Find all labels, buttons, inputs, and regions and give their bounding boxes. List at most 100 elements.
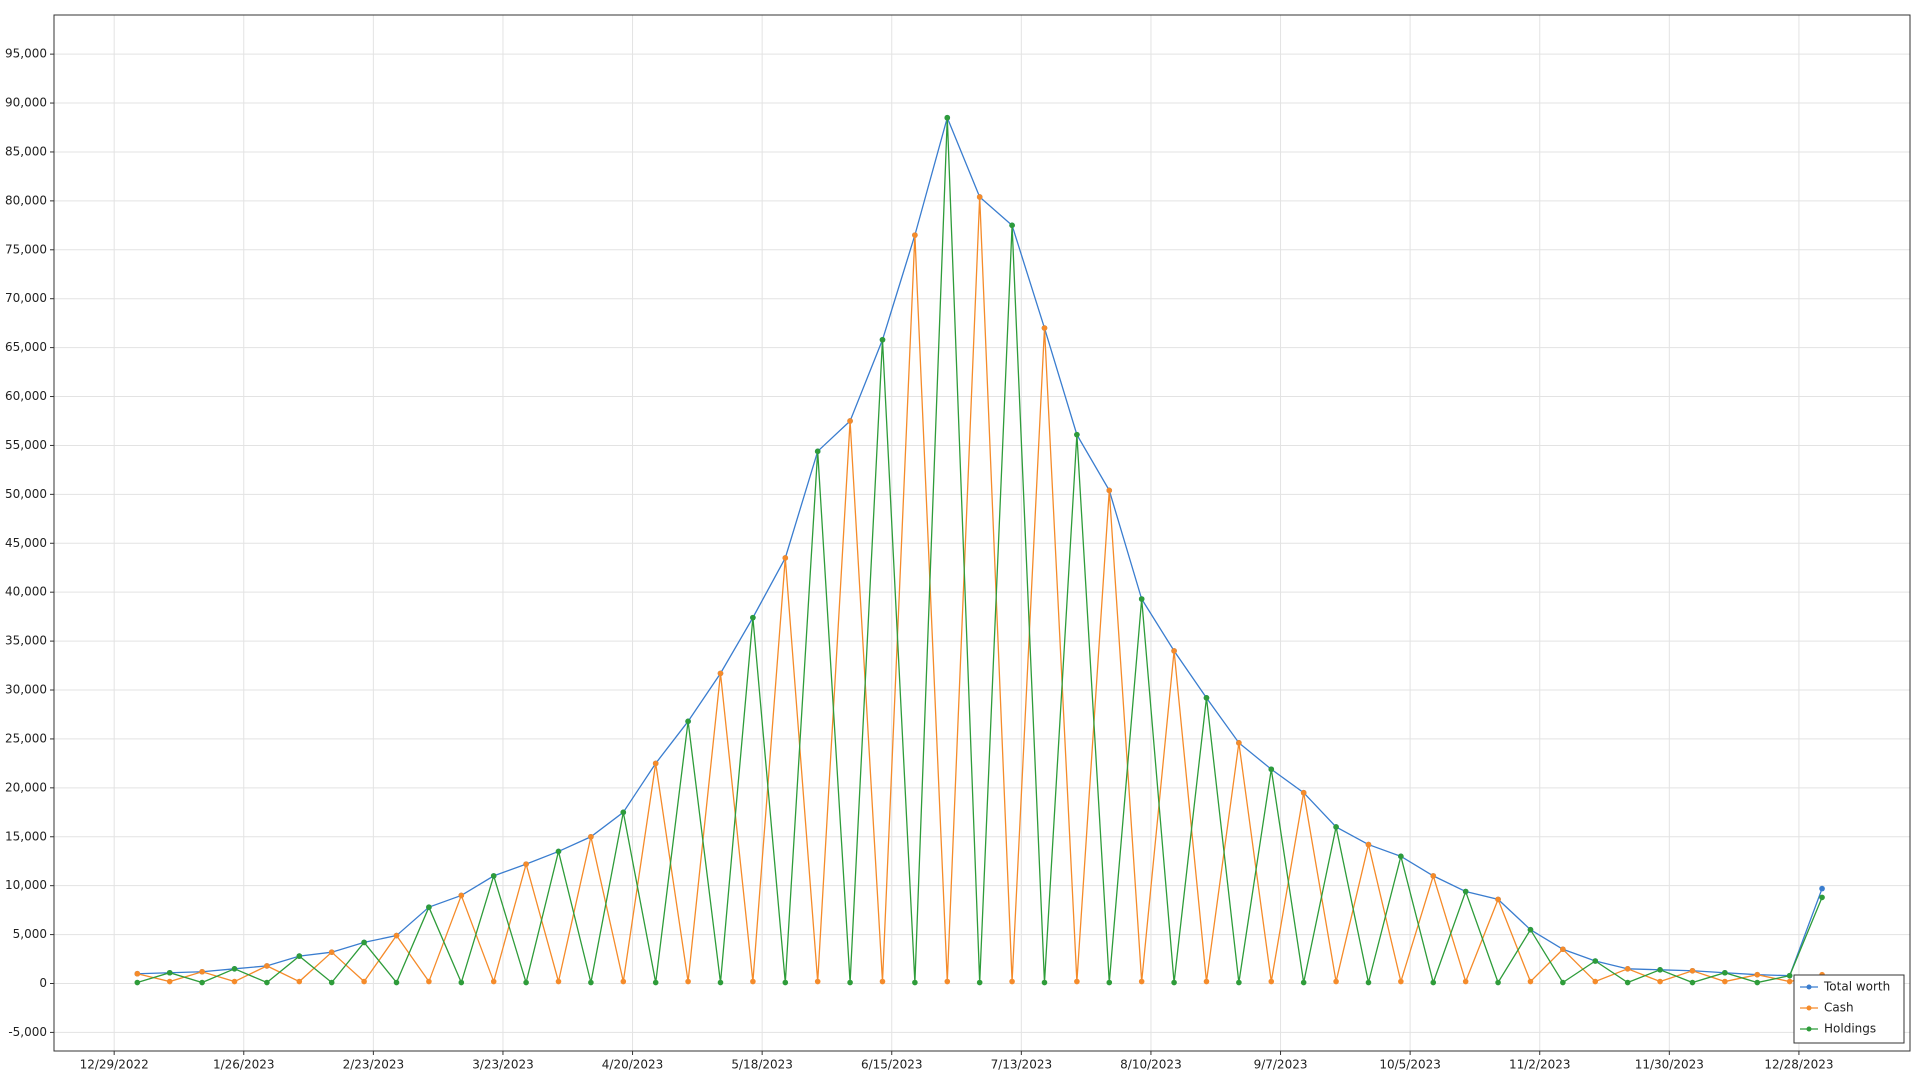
data-point <box>976 194 983 200</box>
legend-marker <box>1806 1005 1812 1011</box>
data-point <box>717 670 724 677</box>
data-point <box>264 963 270 969</box>
data-point <box>782 555 789 561</box>
x-tick-label: 9/7/2023 <box>1254 1058 1308 1072</box>
data-point <box>328 949 335 955</box>
x-tick-label: 11/30/2023 <box>1635 1058 1704 1072</box>
data-point <box>1300 789 1307 796</box>
y-tick-label: 25,000 <box>5 731 47 745</box>
data-point <box>814 978 821 985</box>
y-tick-label: 75,000 <box>5 242 47 256</box>
x-tick-label: 11/2/2023 <box>1509 1058 1571 1072</box>
data-point <box>523 861 529 867</box>
y-tick-label: 45,000 <box>5 536 47 550</box>
data-point <box>1430 873 1437 879</box>
x-tick-label: 6/15/2023 <box>861 1058 923 1072</box>
legend-marker <box>1806 984 1812 990</box>
y-tick-label: 40,000 <box>5 585 47 599</box>
y-tick-label: 15,000 <box>5 829 47 843</box>
data-point <box>361 939 367 946</box>
y-tick-label: 10,000 <box>5 878 47 892</box>
data-point <box>944 978 951 985</box>
data-point <box>1138 596 1145 602</box>
data-point <box>1462 978 1469 985</box>
data-point <box>912 979 918 986</box>
legend-label: Holdings <box>1824 1022 1876 1036</box>
data-point <box>296 978 303 985</box>
y-tick-label: 35,000 <box>5 634 47 648</box>
data-point <box>588 979 594 986</box>
data-point <box>620 978 627 985</box>
data-point <box>588 833 594 840</box>
data-point <box>1398 853 1404 860</box>
data-point <box>1624 966 1631 972</box>
data-point <box>1365 979 1372 986</box>
legend-box <box>1793 974 1905 1044</box>
data-point <box>976 979 983 986</box>
data-point <box>620 809 627 816</box>
data-point <box>1074 978 1080 985</box>
data-point <box>458 979 465 986</box>
data-point <box>1398 978 1404 985</box>
x-tick-label: 5/18/2023 <box>731 1058 793 1072</box>
x-tick-label: 12/29/2022 <box>80 1058 149 1072</box>
data-point <box>1819 885 1825 892</box>
data-point <box>1689 979 1696 986</box>
data-point <box>750 978 756 985</box>
data-point <box>134 979 141 986</box>
data-point <box>1462 888 1469 895</box>
data-point <box>231 966 238 972</box>
legend: Total worth Cash Holdings <box>1793 974 1905 1044</box>
data-point <box>393 979 400 986</box>
data-point <box>1138 978 1145 985</box>
series-line <box>137 117 1823 985</box>
data-point <box>426 978 432 985</box>
data-point <box>1009 978 1015 985</box>
data-point <box>1041 325 1048 331</box>
y-tick-label: 30,000 <box>5 683 47 697</box>
x-tick-label: 3/23/2023 <box>472 1058 534 1072</box>
data-point <box>523 979 529 986</box>
data-point <box>1009 222 1015 229</box>
data-point <box>199 979 205 986</box>
x-tick-label: 7/13/2023 <box>991 1058 1053 1072</box>
y-tick-label: 20,000 <box>5 780 47 794</box>
data-point <box>1365 841 1372 848</box>
y-tick-label: 0 <box>39 976 47 990</box>
data-point <box>1722 969 1728 976</box>
data-point <box>166 969 173 976</box>
data-point <box>1560 946 1566 953</box>
x-tick-label: 12/28/2023 <box>1764 1058 1833 1072</box>
grid <box>54 15 1910 1051</box>
data-point <box>1300 979 1307 986</box>
data-point <box>782 979 789 986</box>
data-point <box>361 978 367 985</box>
plot-frame <box>53 14 1911 1052</box>
data-point <box>1203 695 1210 701</box>
data-point <box>134 970 141 977</box>
data-point <box>717 979 724 986</box>
y-tick-label: 70,000 <box>5 291 47 305</box>
data-point <box>231 978 238 985</box>
x-tick-label: 1/26/2023 <box>213 1058 275 1072</box>
data-point <box>1106 979 1113 986</box>
data-point <box>652 760 659 767</box>
y-tick-label: 90,000 <box>5 96 47 110</box>
y-tick-label: 85,000 <box>5 144 47 158</box>
legend-label: Cash <box>1824 1001 1854 1015</box>
data-point <box>1236 979 1242 986</box>
data-point <box>1333 824 1339 830</box>
y-tick-label: 80,000 <box>5 193 47 207</box>
data-point <box>750 614 756 621</box>
y-tick-label: 55,000 <box>5 438 47 452</box>
data-point <box>879 978 886 985</box>
data-point <box>1657 978 1663 985</box>
data-point <box>1624 979 1631 986</box>
data-point <box>847 979 853 986</box>
data-point <box>1041 979 1048 986</box>
data-point <box>847 418 853 424</box>
data-point <box>458 892 465 899</box>
data-point <box>1592 958 1599 964</box>
